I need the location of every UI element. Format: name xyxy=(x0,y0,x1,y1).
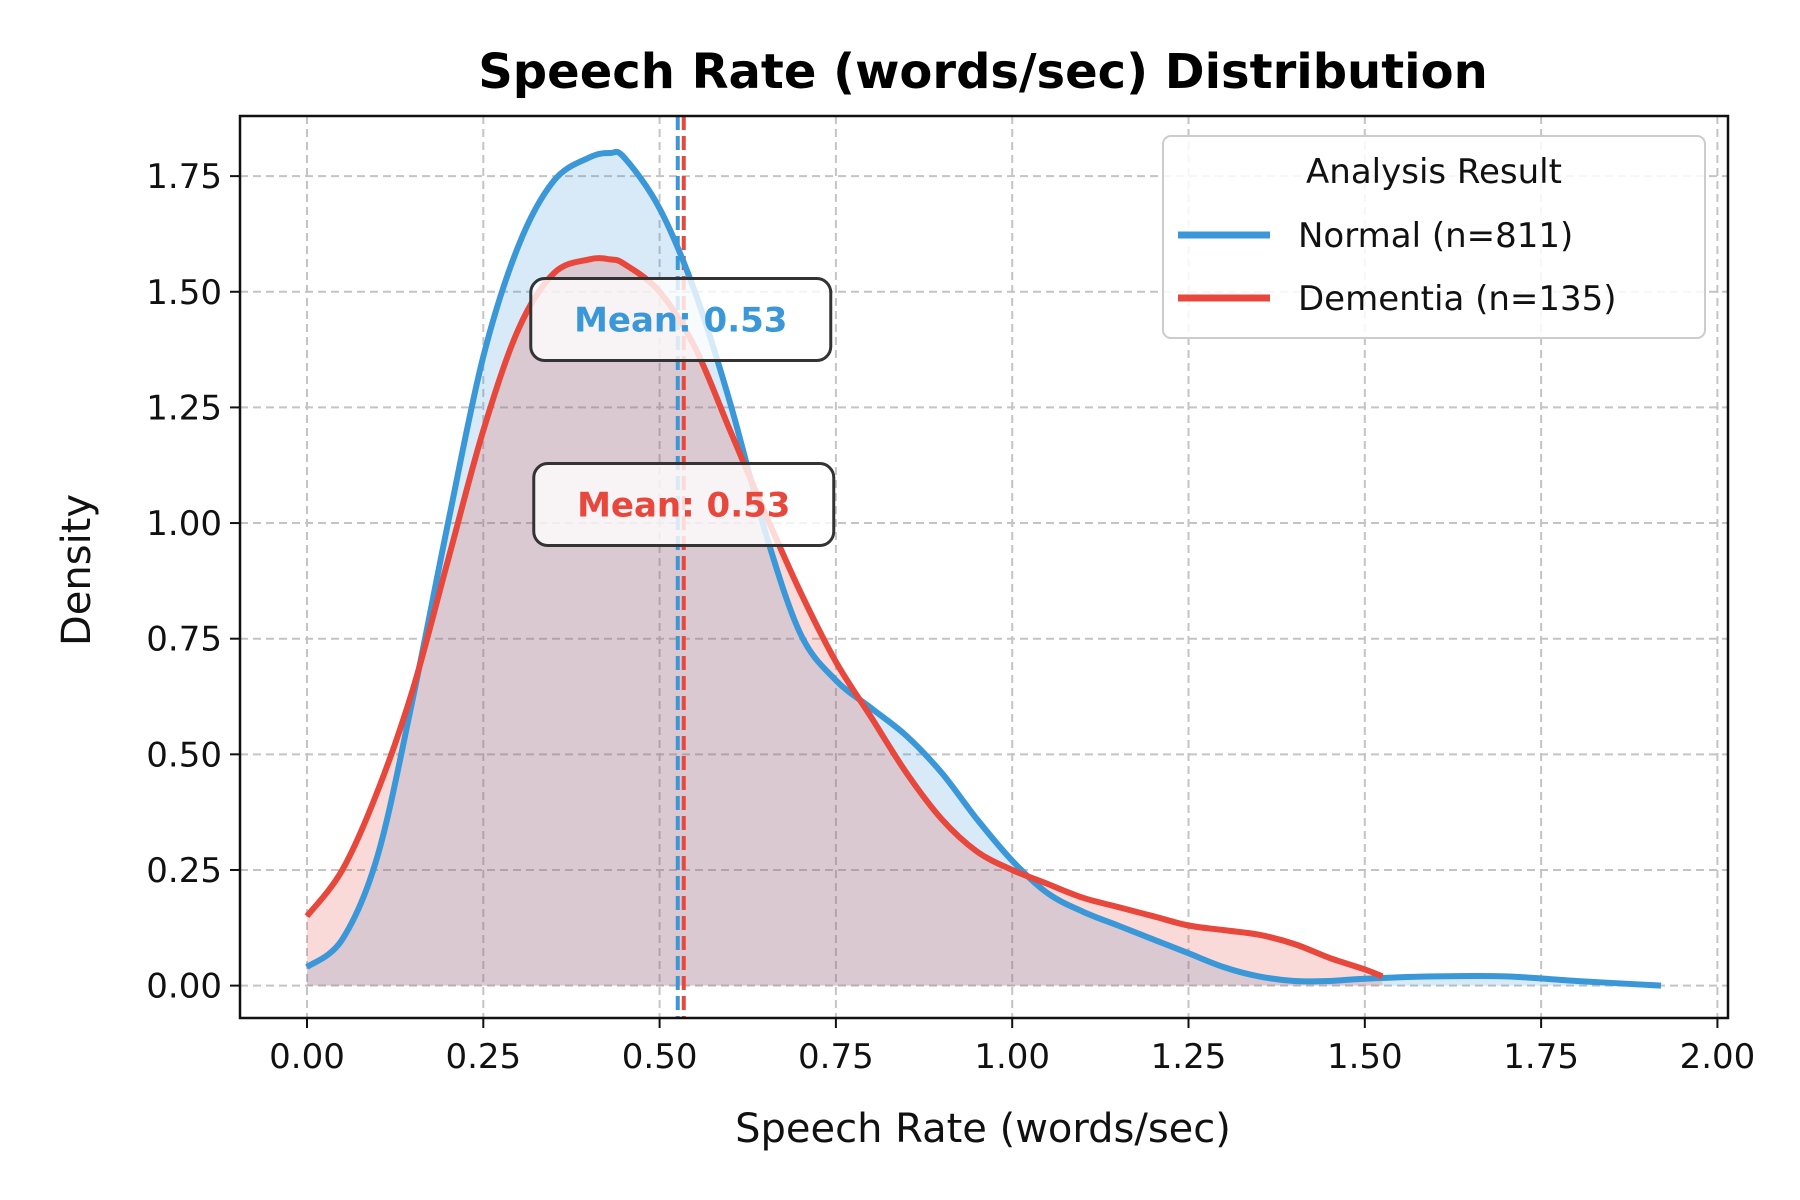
density-fill-dementia xyxy=(307,258,1383,986)
density-line-dementia xyxy=(304,255,1384,980)
x-tick-label: 1.25 xyxy=(1151,1037,1227,1077)
mean-annotation-box-dementia xyxy=(532,462,836,548)
mean-annotations: Mean: 0.53 Mean: 0.53 xyxy=(529,277,836,548)
density-line-normal xyxy=(305,148,1662,989)
y-tick-label: 0.75 xyxy=(146,620,222,660)
x-tick-label: 1.75 xyxy=(1503,1037,1579,1077)
x-tick-label: 0.75 xyxy=(798,1037,874,1077)
y-tick-label: 1.75 xyxy=(146,157,222,197)
x-tick-label: 0.50 xyxy=(622,1037,698,1077)
mean-annotation-box-normal xyxy=(529,277,833,363)
axis-ticks: 0.00 0.25 0.50 0.75 1.00 1.25 1.50 1.75 2.00 0.00… xyxy=(146,157,1755,1077)
chart-title: Speech Rate (words/sec) Distribution xyxy=(478,44,1488,100)
x-axis-title: Speech Rate (words/sec) xyxy=(735,1106,1231,1152)
x-tick-label: 1.50 xyxy=(1327,1037,1403,1077)
legend-title: Analysis Result xyxy=(1306,152,1562,192)
legend-box xyxy=(1162,135,1706,339)
plot-frame xyxy=(238,114,1730,1020)
x-tick-label: 2.00 xyxy=(1680,1037,1756,1077)
density-lines xyxy=(304,148,1662,989)
x-tick-label: 0.25 xyxy=(445,1037,521,1077)
mean-annotation-dementia: Mean: 0.53 xyxy=(577,486,790,526)
y-tick-label: 1.00 xyxy=(146,504,222,544)
y-axis-title: Density xyxy=(54,494,100,646)
x-tick-label: 0.00 xyxy=(269,1037,345,1077)
y-tick-label: 0.00 xyxy=(146,967,222,1007)
x-tick-label: 1.00 xyxy=(974,1037,1050,1077)
y-tick-label: 0.25 xyxy=(146,851,222,891)
legend-label-dementia: Dementia (n=135) xyxy=(1298,279,1617,319)
y-tick-label: 1.50 xyxy=(146,273,222,313)
y-tick-label: 1.25 xyxy=(146,388,222,428)
y-tick-label: 0.50 xyxy=(146,735,222,775)
mean-annotation-normal: Mean: 0.53 xyxy=(574,301,787,341)
legend-label-normal: Normal (n=811) xyxy=(1298,216,1573,256)
legend: Analysis Result Normal (n=811) Dementia … xyxy=(1162,135,1706,339)
